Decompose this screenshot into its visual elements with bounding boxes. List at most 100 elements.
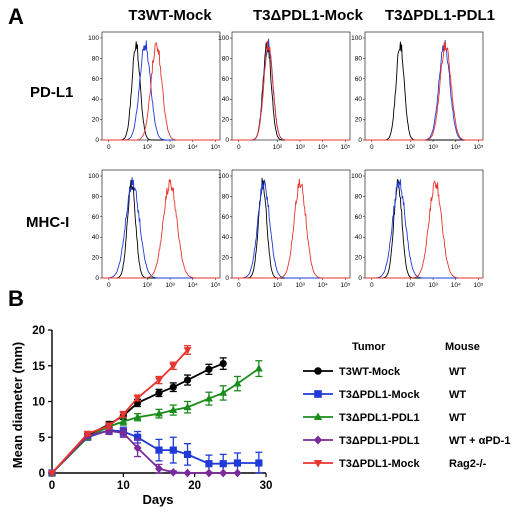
y-tick-label: 40 [355,96,363,103]
legend-tumor-label: T3WT-Mock [339,366,401,378]
data-point [119,428,128,438]
data-point [205,460,213,468]
y-tick-label: 20 [222,255,230,262]
x-tick-label: 10³ [428,282,438,289]
blue-histogram-curve [232,38,350,141]
y-tick-label: 0 [39,468,45,480]
y-tick-label: 40 [222,96,230,103]
column-title-3: T3ΔPDL1-PDL1 [385,7,495,24]
blue-histogram-curve [365,39,483,141]
legend-tumor-label: T3ΔPDL1-Mock [339,389,421,401]
data-point [169,383,177,391]
y-tick-label: 5 [39,432,46,444]
y-tick-label: 20 [222,117,230,124]
histogram-panel: 0 20 40 60 80 100 0 10² 10³ 10⁴ 10⁵ [88,169,221,289]
y-tick-label: 10 [32,397,45,409]
x-tick-label: 20 [188,480,201,492]
histogram-panel: 0 20 40 60 80 100 0 10² 10³ 10⁴ 10⁵ [351,169,484,289]
red-histogram-curve [232,40,350,141]
y-tick-label: 20 [92,117,100,124]
y-tick-label: 60 [355,76,363,83]
x-tick-label: 10² [273,282,283,289]
x-tick-label: 10³ [428,144,438,151]
red-histogram-curve [102,179,220,279]
x-tick-label: 10⁵ [340,282,350,289]
histogram-panel: 0 20 40 60 80 100 0 10² 10³ 10⁴ 10⁵ [218,169,351,289]
data-point [219,468,228,478]
growth-chart: 0 5 10 15 20 0 10 20 30 [32,325,272,492]
data-point [314,367,322,375]
data-point [205,365,213,373]
histogram-frame [364,169,484,279]
row-label-mhc-i: MHC-I [26,214,69,231]
data-point [155,377,163,385]
y-tick-label: 80 [92,193,100,200]
x-tick-label: 10³ [295,282,305,289]
x-tick-label: 10² [143,282,153,289]
y-tick-label: 0 [358,137,362,144]
isotype-histogram-curve [365,41,483,141]
legend-item: T3ΔPDL1-PDL1 WT [303,412,466,424]
panel-b-letter: B [8,286,24,311]
y-tick-label: 20 [355,117,363,124]
legend-item: T3WT-Mock WT [303,366,466,378]
legend-mouse-label: WT + αPD-1 [449,435,510,447]
legend-head-mouse: Mouse [445,341,480,353]
histogram-frame [364,31,484,141]
legend-item: T3ΔPDL1-Mock Rag2-/- [303,458,487,470]
histogram-frame [231,169,351,279]
legend-tumor-label: T3ΔPDL1-PDL1 [339,435,420,447]
y-tick-label: 0 [358,275,362,282]
data-point [155,446,163,454]
y-tick-label: 15 [32,361,45,373]
y-tick-label: 20 [355,255,363,262]
red-histogram-curve [102,41,220,141]
isotype-histogram-curve [232,42,350,141]
data-point [169,467,178,477]
y-tick-label: 20 [92,255,100,262]
histogram-panel: 0 20 40 60 80 100 0 10² 10³ 10⁴ 10⁵ [351,31,484,151]
data-point [133,395,142,403]
series-4 [48,426,242,478]
x-tick-label: 10⁴ [318,282,328,289]
x-tick-label: 0 [237,144,241,151]
series-line [51,349,189,474]
x-tick-label: 10³ [165,282,175,289]
x-tick-label: 10⁵ [210,282,220,289]
x-tick-label: 10 [117,480,130,492]
y-tick-label: 80 [222,193,230,200]
data-point [183,347,192,355]
x-tick-label: 0 [107,144,111,151]
data-point [119,411,128,419]
data-point [155,464,163,474]
data-point [314,390,322,398]
legend-tumor-label: T3ΔPDL1-Mock [339,458,421,470]
data-point [255,459,263,467]
x-tick-label: 0 [107,282,111,289]
y-tick-label: 100 [88,35,99,42]
isotype-histogram-curve [365,178,483,279]
x-tick-label: 10⁴ [188,282,198,289]
y-tick-label: 40 [355,234,363,241]
data-point [313,435,323,445]
histogram-frame [231,31,351,141]
y-tick-label: 20 [32,325,45,337]
x-tick-label: 0 [49,480,55,492]
data-point [183,450,192,459]
isotype-histogram-curve [102,41,220,141]
histogram-grid: 0 20 40 60 80 100 0 10² 10³ 10⁴ 10⁵ 0 20 40 60 80 100 0 10… [88,31,484,289]
y-tick-label: 80 [355,55,363,62]
x-tick-label: 10⁵ [340,144,350,151]
x-tick-label: 0 [237,282,241,289]
red-histogram-curve [365,40,483,141]
panel-a-letter: A [8,4,24,29]
y-tick-label: 40 [222,234,230,241]
data-point [155,389,163,397]
legend-tumor-label: T3ΔPDL1-PDL1 [339,412,420,424]
data-point [233,379,242,387]
y-tick-label: 100 [88,173,99,180]
data-point [83,430,92,438]
row-label-pd-l1: PD-L1 [30,84,73,101]
y-tick-label: 40 [92,234,100,241]
